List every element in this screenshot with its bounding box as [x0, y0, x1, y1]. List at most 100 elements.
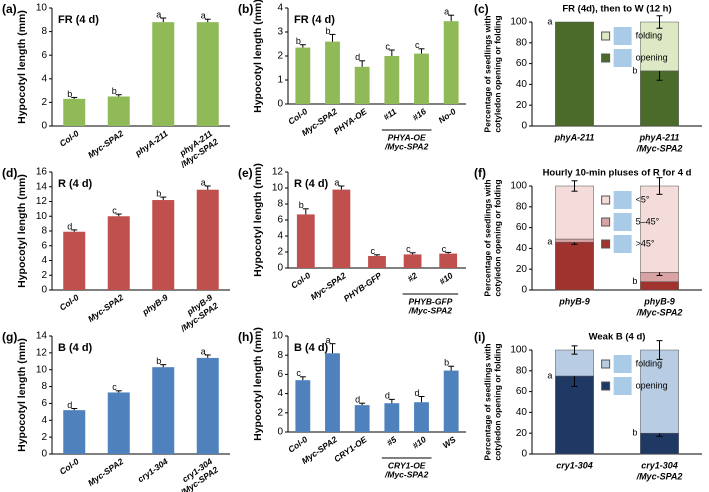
significance-letter: a	[444, 7, 449, 17]
y-tick-label: 4	[41, 415, 47, 426]
chart-title: R (4 d)	[58, 178, 93, 190]
significance-letter: d	[414, 388, 419, 398]
bar-segment	[555, 185, 594, 240]
significance-letter: d	[385, 391, 390, 401]
bar	[196, 357, 219, 454]
x-tick-label: #11	[381, 106, 398, 122]
y-tick-label: 40	[516, 79, 528, 90]
y-tick-label: 100	[510, 345, 527, 356]
bar	[414, 402, 429, 432]
significance-letter: b	[67, 89, 72, 99]
x-tick-label: Myc-SPA2	[86, 128, 125, 160]
x-tick-label: phyA-211	[132, 128, 170, 159]
x-tick-label: /Myc-SPA2	[636, 471, 683, 481]
y-axis-label: Hypocotyl length (mm)	[252, 0, 264, 113]
legend-label: opening	[636, 380, 668, 390]
y-tick-label: 2	[277, 247, 283, 258]
y-axis-label: Percentage of seedlings with	[482, 179, 492, 296]
bar	[443, 21, 459, 105]
legend-label: <5°	[636, 194, 650, 204]
x-tick-label: Myc-SPA2	[86, 456, 125, 488]
legend-label: >45°	[636, 238, 655, 248]
bar	[295, 47, 311, 104]
y-tick-label: 4	[41, 255, 47, 266]
y-tick-label: 10	[36, 211, 48, 222]
chart-title: FR (4 d)	[58, 14, 99, 26]
x-tick-label: #10	[411, 434, 429, 450]
legend-icon	[613, 355, 632, 373]
bar	[325, 353, 340, 432]
y-tick-label: 0	[41, 449, 47, 460]
y-tick-label: 6	[41, 398, 47, 409]
bar	[332, 189, 351, 268]
x-tick-label: No-0	[436, 106, 457, 125]
y-tick-label: 0	[277, 263, 283, 274]
y-tick-label: 16	[36, 167, 48, 178]
x-tick-label: Col-0	[286, 434, 309, 455]
y-tick-label: 12	[36, 347, 48, 358]
y-tick-label: 6	[277, 215, 283, 226]
y-axis-label: Hypocotyl length (mm)	[252, 327, 264, 441]
x-tick-label: Col-0	[58, 292, 81, 313]
bar	[196, 22, 219, 126]
y-tick-label: 4	[277, 231, 283, 242]
y-tick-label: 20	[516, 428, 528, 439]
significance-letter: c	[442, 244, 447, 254]
legend-swatch	[601, 239, 611, 249]
bar	[384, 56, 400, 104]
significance-letter: a	[201, 11, 206, 21]
significance-letter: a	[325, 335, 330, 345]
y-tick-label: 60	[516, 386, 528, 397]
bar	[414, 53, 429, 104]
panel-label: (a)	[2, 2, 17, 16]
legend-icon	[613, 213, 632, 231]
y-tick-label: 0	[277, 99, 283, 110]
legend-icon	[613, 191, 632, 209]
legend-icon	[613, 377, 632, 395]
significance-letter: b	[112, 86, 117, 96]
group-label: /Myc-SPA2	[384, 141, 429, 151]
significance-letter: c	[371, 246, 376, 256]
x-tick-label: #16	[411, 106, 429, 122]
legend-swatch	[601, 359, 611, 369]
significance-letter: b	[156, 188, 161, 198]
legend-swatch	[601, 381, 611, 391]
y-axis-label: cotyledon opening or folding	[492, 179, 502, 296]
y-tick-label: 10	[272, 183, 284, 194]
y-tick-label: 0	[41, 285, 47, 296]
significance-letter: c	[296, 368, 301, 378]
x-tick-label: Col-0	[289, 270, 312, 291]
x-tick-label: cry1-304	[641, 460, 678, 470]
significance-letter: a	[156, 9, 161, 19]
bar	[152, 200, 175, 290]
y-tick-label: 14	[36, 331, 48, 342]
panel-label: (e)	[238, 166, 253, 180]
x-tick-label: /Myc-SPA2	[636, 307, 683, 317]
y-tick-label: 0	[277, 427, 283, 438]
x-tick-label: phyB-9	[140, 292, 170, 317]
bar-segment	[555, 21, 594, 127]
x-tick-label: Col-0	[58, 456, 81, 477]
panel-label: (h)	[238, 330, 253, 344]
y-tick-label: 100	[510, 17, 527, 28]
legend-label: 5–45°	[636, 216, 660, 226]
bar-segment	[555, 375, 594, 455]
chart-title: B (4 d)	[58, 342, 93, 354]
y-tick-label: 4	[41, 73, 47, 84]
legend-icon	[613, 27, 632, 45]
significance-letter: b	[296, 36, 301, 46]
y-tick-label: 2	[277, 51, 283, 62]
chart-title: Hourly 10-min pluses of R for 4 d	[543, 168, 692, 179]
panel-label: (f)	[474, 166, 486, 180]
significance-letter: b	[632, 276, 637, 286]
y-tick-label: 80	[516, 365, 528, 376]
chart-title: B (4 d)	[294, 342, 329, 354]
y-tick-label: 10	[36, 364, 48, 375]
chart-title: Weak B (4 d)	[589, 332, 646, 343]
legend-swatch	[601, 31, 611, 41]
y-tick-label: 0	[521, 285, 527, 296]
y-tick-label: 0	[521, 121, 527, 132]
panel-label: (d)	[2, 166, 17, 180]
legend-icon	[613, 49, 632, 67]
